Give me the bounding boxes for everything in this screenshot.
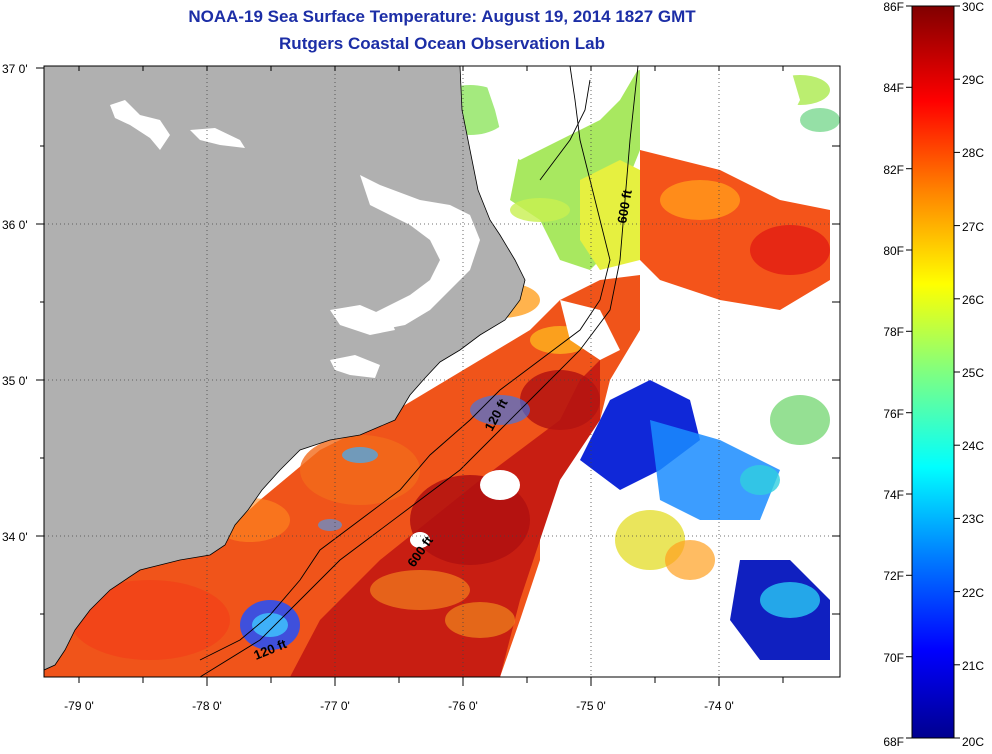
top-axis-ticks <box>78 66 784 71</box>
colorbar-f-label: 80F <box>883 244 904 258</box>
colorbar-c-label: 22C <box>962 586 984 600</box>
lat-label: 35 0' <box>2 374 28 388</box>
lat-label: 36 0' <box>2 218 28 232</box>
colorbar-f-label: 74F <box>883 488 904 502</box>
lon-label: -75 0' <box>576 699 606 713</box>
colorbar-f-label: 72F <box>883 569 904 583</box>
inland-waters <box>110 100 480 378</box>
map-gridlines <box>44 66 840 677</box>
bottom-axis-ticks <box>78 677 784 686</box>
lon-label: -78 0' <box>192 699 222 713</box>
colorbar-f-label: 84F <box>883 81 904 95</box>
colorbar-c-label: 28C <box>962 146 984 160</box>
map-subtitle: Rutgers Coastal Ocean Observation Lab <box>279 34 605 53</box>
colorbar-c-label: 20C <box>962 735 984 749</box>
contour-label: 600 ft <box>614 188 635 225</box>
colorbar-f-label: 68F <box>883 735 904 749</box>
lon-label: -76 0' <box>448 699 478 713</box>
depth-contours <box>199 66 639 677</box>
sst-northern-region <box>430 70 840 310</box>
colorbar-f-label: 70F <box>883 651 904 665</box>
colorbar-c-label: 23C <box>962 512 984 526</box>
lat-label: 34 0' <box>2 530 28 544</box>
colorbar-c-label: 25C <box>962 366 984 380</box>
colorbar-c-label: 26C <box>962 293 984 307</box>
lat-label: 37 0' <box>2 62 28 76</box>
colorbar-f-ticks <box>906 5 912 739</box>
colorbar-gradient <box>911 5 955 739</box>
sst-warm-region <box>44 275 640 677</box>
colorbar-f-label: 76F <box>883 407 904 421</box>
lon-label: -77 0' <box>320 699 350 713</box>
colorbar-c-label: 30C <box>962 0 984 14</box>
left-axis-ticks <box>36 67 44 615</box>
colorbar-c-label: 24C <box>962 439 984 453</box>
sst-cold-eddies <box>580 380 830 660</box>
lon-label: -74 0' <box>704 699 734 713</box>
cloud-mask <box>410 66 840 677</box>
map-frame <box>43 65 841 678</box>
sst-cool-patches <box>240 395 530 650</box>
map-plot-area: 600 ft 120 ft 600 ft 120 ft <box>44 66 840 677</box>
colorbar: 86F 84F 82F 80F 78F 76F 74F 72F 70F 68F … <box>883 0 984 749</box>
map-title: NOAA-19 Sea Surface Temperature: August … <box>188 7 696 26</box>
colorbar-c-label: 29C <box>962 73 984 87</box>
colorbar-c-label: 21C <box>962 659 984 673</box>
right-axis-ticks <box>832 145 840 615</box>
lon-label: -79 0' <box>64 699 94 713</box>
colorbar-f-label: 78F <box>883 325 904 339</box>
colorbar-f-label: 82F <box>883 163 904 177</box>
colorbar-f-label: 86F <box>883 0 904 14</box>
colorbar-c-ticks <box>954 5 960 739</box>
colorbar-c-label: 27C <box>962 220 984 234</box>
